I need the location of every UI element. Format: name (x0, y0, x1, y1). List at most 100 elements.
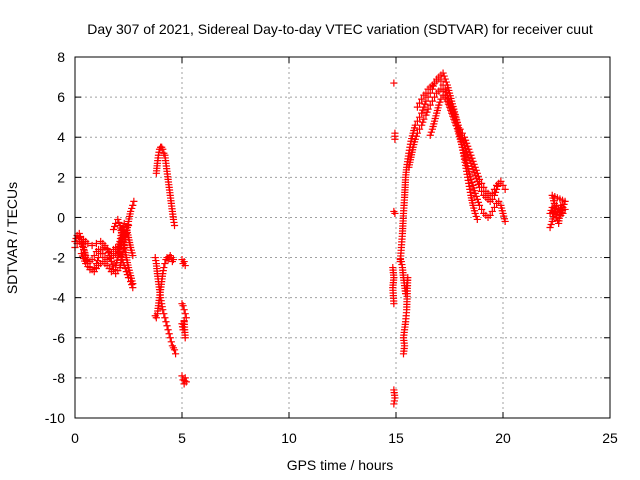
data-point (548, 203, 556, 212)
data-point (478, 205, 486, 214)
y-tick-label: 2 (57, 169, 65, 185)
data-point (499, 181, 507, 189)
data-point (500, 212, 508, 220)
data-point (424, 93, 432, 101)
data-point (390, 300, 398, 308)
data-point (468, 154, 476, 162)
data-point (464, 142, 472, 150)
data-point (129, 251, 137, 260)
data-point (181, 310, 189, 318)
data-point (407, 137, 415, 145)
data-point (470, 160, 478, 168)
data-point (442, 88, 450, 96)
data-point (456, 125, 464, 133)
data-point (159, 145, 167, 153)
data-point (499, 209, 507, 218)
data-point (491, 188, 500, 196)
data-point (390, 79, 398, 87)
data-point (410, 140, 418, 149)
data-point (179, 302, 187, 310)
data-point (418, 95, 426, 103)
data-point (408, 134, 416, 143)
data-point (433, 106, 441, 115)
data-point (426, 101, 434, 109)
tick-labels: 0 5 10 15 20 25 -10 -8 -6 -4 -2 0 2 4 6 8 (45, 49, 618, 446)
data-point (494, 182, 502, 190)
data-point (458, 129, 466, 137)
data-point (471, 163, 479, 171)
data-point (443, 91, 451, 99)
data-point (495, 197, 503, 205)
data-point (435, 101, 443, 109)
data-point (546, 223, 554, 232)
data-point (410, 126, 418, 135)
data-point (500, 215, 509, 223)
data-point (546, 209, 554, 218)
data-point (451, 112, 459, 120)
data-point (442, 78, 450, 86)
data-point (75, 233, 83, 242)
data-point (152, 314, 160, 322)
data-point (465, 167, 473, 175)
y-axis-label: SDTVAR / TECUs (4, 182, 20, 294)
grid-lines (75, 57, 610, 418)
y-tick-label: 8 (57, 49, 65, 65)
data-point (472, 166, 480, 174)
data-point (410, 124, 419, 132)
y-tick-label: 6 (57, 89, 65, 105)
data-point (474, 180, 482, 188)
x-tick-label: 15 (388, 430, 404, 446)
data-point (433, 109, 441, 117)
data-point (423, 108, 431, 116)
data-point (121, 264, 129, 273)
data-point (165, 330, 173, 338)
data-point (162, 318, 170, 326)
data-point (472, 212, 480, 221)
data-point (446, 100, 455, 108)
data-point (411, 135, 419, 143)
data-point (88, 255, 96, 264)
data-point (444, 84, 452, 92)
data-point (448, 103, 456, 111)
data-point (492, 181, 501, 189)
data-point (460, 151, 469, 159)
data-point (460, 133, 469, 141)
data-point (112, 219, 120, 228)
data-point (428, 125, 436, 133)
data-point (470, 204, 478, 212)
data-point (441, 85, 449, 93)
data-point (468, 178, 476, 186)
x-tick-label: 20 (495, 430, 511, 446)
data-point (419, 118, 427, 126)
data-point (420, 103, 428, 111)
data-point (497, 201, 505, 210)
data-point (120, 219, 128, 228)
data-point (467, 151, 475, 159)
y-tick-label: 0 (57, 209, 65, 225)
data-point (124, 263, 133, 272)
data-point (547, 206, 555, 215)
data-point (94, 253, 103, 262)
data-point (430, 120, 438, 128)
data-point (106, 254, 114, 263)
data-point (415, 113, 424, 121)
data-point (79, 245, 88, 254)
data-point (80, 248, 88, 256)
data-point (464, 165, 472, 173)
data-point (486, 211, 494, 220)
data-point (159, 306, 167, 314)
data-point (90, 251, 98, 260)
data-point (97, 249, 105, 258)
data-point (475, 175, 484, 183)
data-point (471, 209, 479, 218)
x-tick-label: 25 (602, 430, 618, 446)
data-point (128, 249, 136, 257)
data-point (466, 173, 474, 181)
data-point (473, 215, 481, 224)
y-tick-label: -10 (45, 410, 65, 426)
data-point (413, 117, 421, 125)
data-point (411, 121, 419, 129)
data-point (472, 192, 480, 200)
data-point (429, 82, 438, 90)
